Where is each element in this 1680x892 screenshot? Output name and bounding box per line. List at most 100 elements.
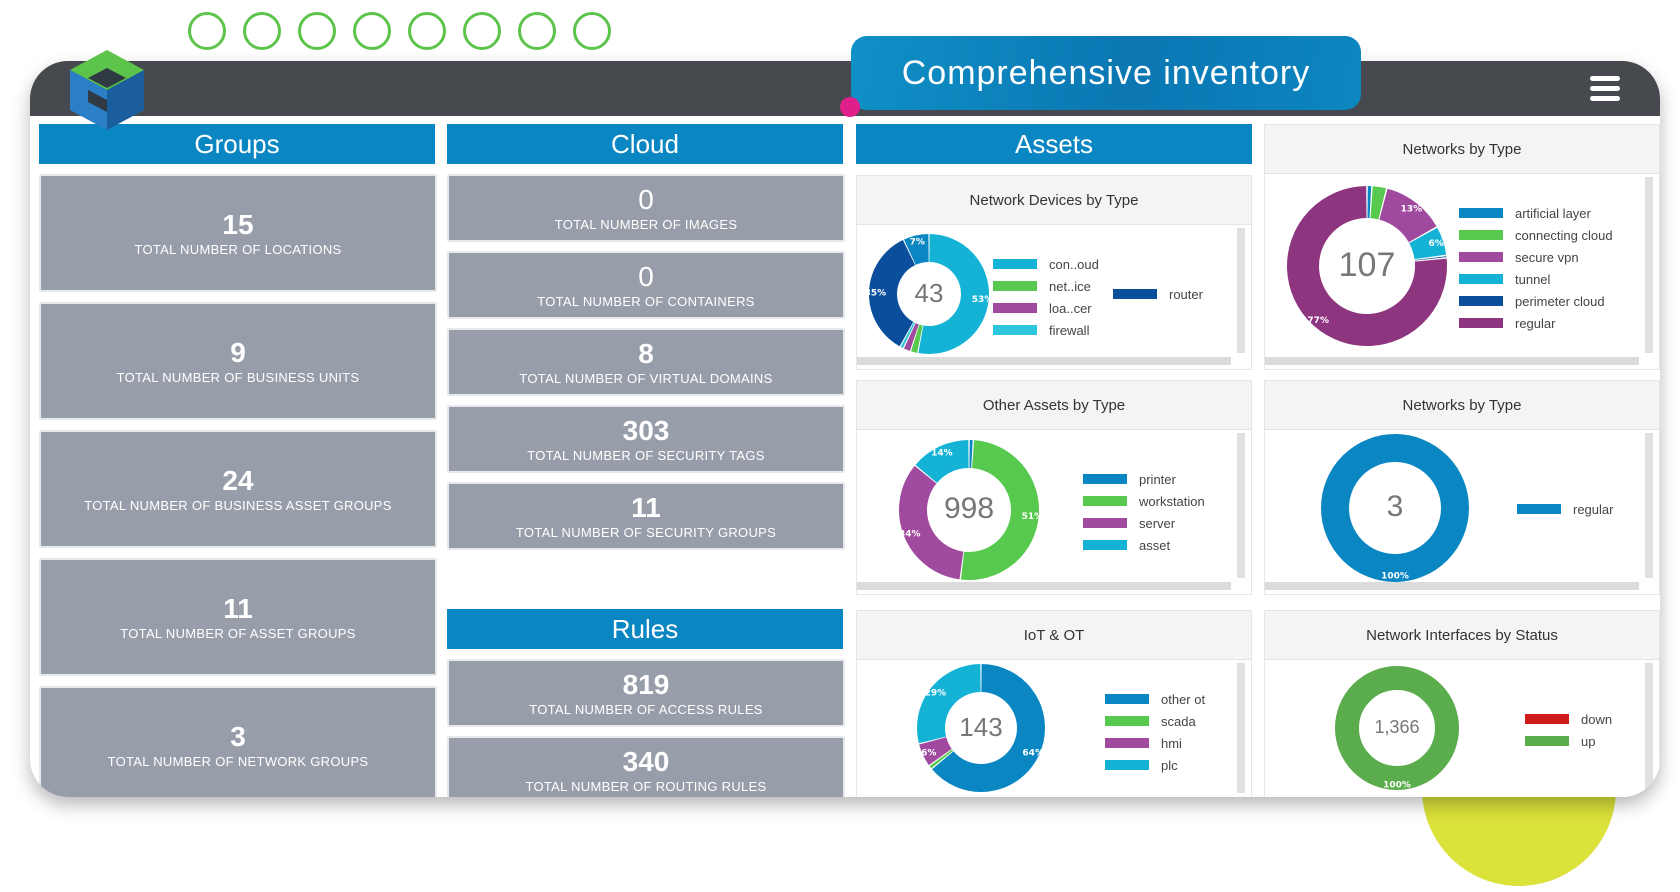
chart-legend: regular: [1517, 498, 1613, 520]
legend-item[interactable]: artificial layer: [1459, 202, 1613, 224]
donut-slice[interactable]: [1378, 188, 1437, 243]
slice-label: 64%: [1022, 749, 1044, 759]
legend-swatch: [1525, 714, 1569, 724]
legend-label: artificial layer: [1515, 205, 1591, 221]
vertical-scrollbar[interactable]: [1645, 177, 1653, 353]
legend-item[interactable]: tunnel: [1459, 268, 1613, 290]
legend-label: router: [1169, 286, 1203, 302]
stat-value: 819: [622, 668, 670, 700]
donut-slice[interactable]: [918, 234, 989, 354]
legend-item[interactable]: con..oud: [993, 253, 1099, 275]
legend-item[interactable]: hmi: [1105, 732, 1205, 754]
donut-chart: 13% 6% 77%: [1287, 186, 1447, 346]
donut-slice[interactable]: [932, 664, 1045, 792]
vertical-scrollbar[interactable]: [1237, 228, 1245, 353]
legend-label: net..ice: [1049, 278, 1091, 294]
legend-item[interactable]: printer: [1083, 468, 1205, 490]
legend-label: server: [1139, 515, 1176, 531]
donut-slice[interactable]: [1335, 666, 1459, 790]
legend-item[interactable]: workstation: [1083, 490, 1205, 512]
donut-slice[interactable]: [904, 234, 930, 266]
legend-item[interactable]: up: [1525, 730, 1612, 752]
chart-panel-network-interfaces: Network Interfaces by Status 100% 1,366 dow…: [1264, 610, 1660, 797]
vertical-scrollbar[interactable]: [1645, 433, 1653, 578]
stat-tile-images[interactable]: 0 TOTAL NUMBER OF IMAGES: [447, 174, 845, 242]
legend-swatch: [1459, 296, 1503, 306]
legend-item[interactable]: router: [1113, 283, 1203, 305]
chart-legend: con..oud net..ice loa..cer firewall: [993, 253, 1099, 341]
stat-tile-locations[interactable]: 15 TOTAL NUMBER OF LOCATIONS: [39, 174, 437, 292]
stat-label: TOTAL NUMBER OF BUSINESS ASSET GROUPS: [84, 497, 392, 513]
chart-title: Other Assets by Type: [857, 381, 1251, 430]
legend-swatch: [1113, 289, 1157, 299]
groups-header: Groups: [39, 124, 435, 164]
stat-tile-security-groups[interactable]: 11 TOTAL NUMBER OF SECURITY GROUPS: [447, 482, 845, 550]
stat-label: TOTAL NUMBER OF VIRTUAL DOMAINS: [519, 370, 773, 386]
legend-item[interactable]: regular: [1517, 498, 1613, 520]
vertical-scrollbar[interactable]: [1237, 433, 1245, 578]
legend-item[interactable]: asset: [1083, 534, 1205, 556]
stat-tile-security-tags[interactable]: 303 TOTAL NUMBER OF SECURITY TAGS: [447, 405, 845, 473]
stat-tile-virtual-domains[interactable]: 8 TOTAL NUMBER OF VIRTUAL DOMAINS: [447, 328, 845, 396]
stat-tile-access-rules[interactable]: 819 TOTAL NUMBER OF ACCESS RULES: [447, 659, 845, 727]
stat-tile-routing-rules[interactable]: 340 TOTAL NUMBER OF ROUTING RULES: [447, 736, 845, 797]
stat-tile-business-units[interactable]: 9 TOTAL NUMBER OF BUSINESS UNITS: [39, 302, 437, 420]
slice-label: 14%: [931, 448, 953, 458]
legend-item[interactable]: scada: [1105, 710, 1205, 732]
legend-item[interactable]: plc: [1105, 754, 1205, 776]
donut-slice[interactable]: [1321, 434, 1469, 582]
donut-slice[interactable]: [960, 440, 1039, 580]
stat-tile-business-asset-groups[interactable]: 24 TOTAL NUMBER OF BUSINESS ASSET GROUPS: [39, 430, 437, 548]
chart-total-value: 998: [943, 492, 995, 525]
donut-slice[interactable]: [900, 322, 916, 349]
stat-label: TOTAL NUMBER OF ROUTING RULES: [525, 778, 767, 794]
stat-value: 303: [622, 414, 670, 446]
legend-item[interactable]: perimeter cloud: [1459, 290, 1613, 312]
legend-item[interactable]: net..ice: [993, 275, 1099, 297]
chart-title: Networks by Type: [1265, 125, 1659, 174]
legend-item[interactable]: loa..cer: [993, 297, 1099, 319]
legend-item[interactable]: secure vpn: [1459, 246, 1613, 268]
horizontal-scrollbar[interactable]: [857, 582, 1231, 590]
legend-label: plc: [1161, 757, 1178, 773]
stat-tile-network-groups[interactable]: 3 TOTAL NUMBER OF NETWORK GROUPS: [39, 686, 437, 797]
legend-label: firewall: [1049, 322, 1090, 338]
vertical-scrollbar[interactable]: [1237, 663, 1245, 793]
legend-item[interactable]: regular: [1459, 312, 1613, 334]
donut-slice[interactable]: [929, 749, 954, 769]
legend-swatch: [993, 281, 1037, 291]
legend-item[interactable]: connecting cloud: [1459, 224, 1613, 246]
donut-slice[interactable]: [915, 440, 970, 484]
legend-swatch: [1459, 252, 1503, 262]
stat-value: 340: [622, 745, 670, 777]
chart-legend: down up: [1525, 708, 1612, 752]
stat-tile-containers[interactable]: 0 TOTAL NUMBER OF CONTAINERS: [447, 251, 845, 319]
legend-swatch: [1525, 736, 1569, 746]
donut-slice[interactable]: [917, 664, 982, 744]
donut-slice[interactable]: [1370, 186, 1387, 220]
slice-label: 34%: [899, 529, 921, 539]
hamburger-menu-icon[interactable]: [1590, 76, 1620, 102]
legend-item[interactable]: server: [1083, 512, 1205, 534]
legend-item[interactable]: firewall: [993, 319, 1099, 341]
vertical-scrollbar[interactable]: [1645, 663, 1653, 793]
legend-item[interactable]: down: [1525, 708, 1612, 730]
horizontal-scrollbar[interactable]: [857, 357, 1231, 365]
donut-slice[interactable]: [869, 239, 916, 347]
legend-swatch: [1105, 760, 1149, 770]
chart-panel-iot-ot: IoT & OT 64% 6% 29% 143 other ot scada hmi plc: [856, 610, 1252, 797]
donut-slice[interactable]: [919, 736, 953, 766]
donut-chart: 64% 6% 29%: [917, 664, 1045, 792]
donut-slice[interactable]: [903, 323, 919, 351]
donut-slice[interactable]: [911, 324, 923, 353]
chart-body: 53% 35% 7% 43 con..oud net..ice loa..cer firewa…: [857, 225, 1251, 369]
legend-label: other ot: [1161, 691, 1206, 707]
horizontal-scrollbar[interactable]: [1265, 357, 1639, 365]
horizontal-scrollbar[interactable]: [1265, 582, 1639, 590]
donut-slice[interactable]: [899, 465, 964, 580]
donut-slice[interactable]: [1408, 227, 1447, 260]
donut-slice[interactable]: [1287, 186, 1447, 346]
legend-swatch: [1105, 694, 1149, 704]
stat-tile-asset-groups[interactable]: 11 TOTAL NUMBER OF ASSET GROUPS: [39, 558, 437, 676]
legend-item[interactable]: other ot: [1105, 688, 1205, 710]
